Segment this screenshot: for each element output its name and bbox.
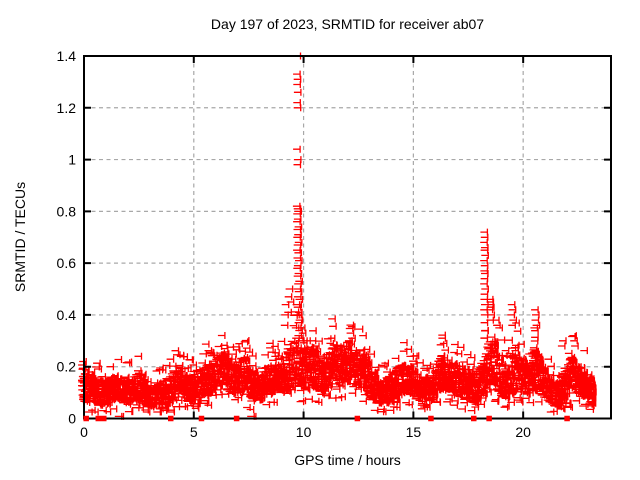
zero-value-marker <box>167 415 174 422</box>
x-tick-label: 10 <box>296 424 312 440</box>
zero-value-marker <box>564 415 570 422</box>
y-tick-label: 1.2 <box>57 100 77 116</box>
chart-title: Day 197 of 2023, SRMTID for receiver ab0… <box>210 16 485 32</box>
y-tick-label: 0.4 <box>57 307 77 323</box>
zero-value-marker <box>428 415 434 422</box>
zero-value-marker <box>101 415 107 422</box>
zero-value-marker <box>95 415 102 422</box>
axis-ticks <box>83 55 611 420</box>
x-tick-label: 20 <box>515 424 531 440</box>
y-tick-label: 0.8 <box>57 203 77 219</box>
zero-value-marker <box>198 415 205 422</box>
plot-border <box>83 55 612 420</box>
zero-value-marker <box>83 415 89 422</box>
zero-value-marker <box>354 415 361 422</box>
zero-value-marker <box>233 415 240 422</box>
y-tick-label: 0.6 <box>57 255 77 271</box>
y-tick-label: 0.2 <box>57 359 77 375</box>
scatter-points <box>78 52 597 420</box>
y-tick-label: 1 <box>68 152 76 168</box>
zero-value-marker <box>471 415 477 422</box>
x-tick-label: 15 <box>406 424 422 440</box>
x-axis-label: GPS time / hours <box>294 452 401 468</box>
y-tick-label: 1.4 <box>57 48 77 64</box>
zero-value-marker <box>486 415 492 422</box>
y-axis-label: SRMTID / TECUs <box>12 181 28 293</box>
x-tick-label: 5 <box>190 424 198 440</box>
y-tick-label: 0 <box>68 411 76 427</box>
x-tick-label: 0 <box>80 424 88 440</box>
